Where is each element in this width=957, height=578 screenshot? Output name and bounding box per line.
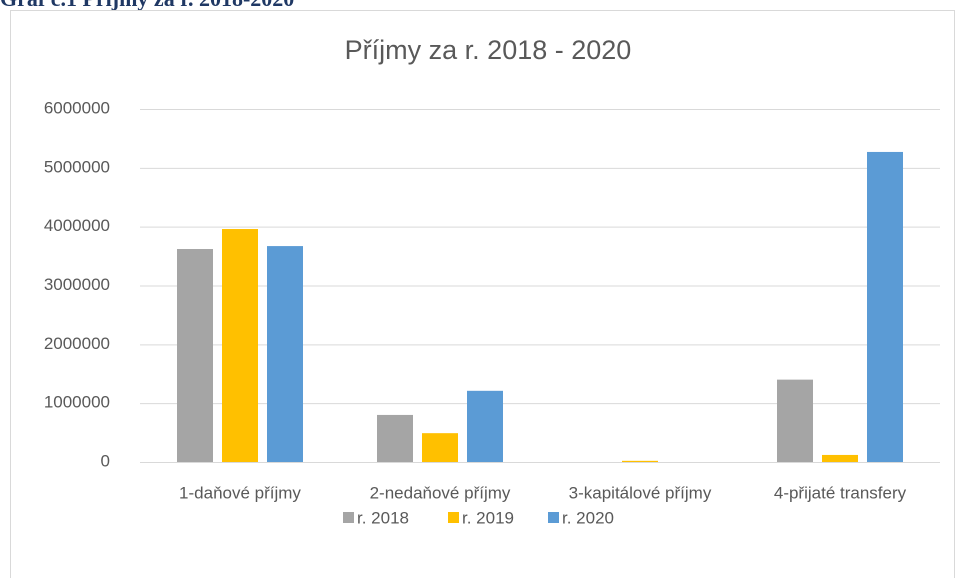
bar: [267, 246, 303, 462]
legend-swatch: [343, 512, 354, 523]
y-tick-label: 3000000: [44, 275, 110, 294]
heading: Graf č.1 Příjmy za r. 2018-2020: [0, 0, 294, 12]
bar: [422, 433, 458, 462]
y-tick-label: 2000000: [44, 334, 110, 353]
bar: [822, 454, 858, 462]
bar: [177, 249, 213, 462]
bar: [867, 151, 903, 462]
bar: [467, 390, 503, 462]
y-tick-label: 0: [101, 451, 110, 470]
legend-swatch: [548, 512, 559, 523]
chart-border: [10, 10, 955, 578]
x-tick-label: 3-kapitálové příjmy: [569, 483, 712, 502]
bar: [222, 229, 258, 462]
legend-label: r. 2019: [462, 508, 514, 527]
x-tick-label: 4-přijaté transfery: [774, 483, 907, 502]
x-tick-label: 1-daňové příjmy: [179, 483, 301, 502]
y-tick-label: 6000000: [44, 98, 110, 117]
bar: [377, 414, 413, 462]
legend-label: r. 2020: [562, 508, 614, 527]
y-tick-label: 5000000: [44, 157, 110, 176]
y-tick-label: 4000000: [44, 216, 110, 235]
chart-title: Příjmy za r. 2018 - 2020: [345, 35, 632, 65]
y-tick-label: 1000000: [44, 393, 110, 412]
legend-swatch: [448, 512, 459, 523]
x-tick-label: 2-nedaňové příjmy: [370, 483, 511, 502]
legend-label: r. 2018: [357, 508, 409, 527]
bar: [622, 460, 658, 462]
bar: [777, 379, 813, 462]
